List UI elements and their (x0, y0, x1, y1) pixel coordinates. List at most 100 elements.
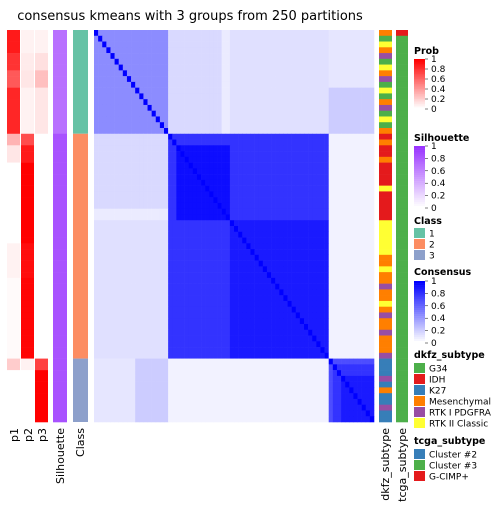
consensus-cell (168, 58, 173, 65)
consensus-cell (365, 214, 371, 221)
consensus-cell (320, 277, 325, 284)
consensus-cell (295, 76, 301, 83)
consensus-cell (196, 370, 202, 377)
consensus-cell (192, 116, 198, 123)
consensus-cell (308, 398, 313, 406)
consensus-cell (168, 341, 173, 348)
consensus-cell (320, 283, 325, 290)
consensus-cell (94, 266, 99, 273)
consensus-cell (320, 341, 325, 348)
prob-cell (7, 139, 20, 146)
consensus-cell (135, 416, 140, 423)
consensus-cell (357, 335, 362, 342)
consensus-cell (139, 318, 144, 325)
consensus-cell (110, 312, 115, 319)
consensus-cell (332, 151, 338, 158)
consensus-cell (164, 300, 169, 308)
consensus-cell (143, 30, 148, 37)
consensus-cell (184, 76, 190, 83)
consensus-cell (106, 162, 111, 169)
consensus-cell (262, 58, 268, 65)
consensus-cell (316, 81, 321, 88)
consensus-cell (98, 295, 103, 302)
silhouette-cell (53, 272, 67, 279)
prob-cell (7, 41, 20, 48)
consensus-cell (365, 53, 371, 60)
consensus-cell (221, 318, 227, 325)
prob-cell (35, 404, 48, 411)
consensus-cell (279, 122, 284, 129)
consensus-cell (328, 416, 334, 423)
consensus-cell (295, 208, 301, 215)
consensus-cell (225, 226, 231, 233)
consensus-cell (361, 335, 367, 342)
consensus-cell (196, 226, 202, 233)
consensus-cell (304, 145, 309, 152)
consensus-cell (312, 329, 317, 336)
consensus-cell (229, 364, 235, 371)
consensus-cell (126, 254, 132, 261)
consensus-cell (176, 156, 181, 163)
consensus-cell (266, 300, 272, 308)
consensus-cell (349, 300, 354, 308)
consensus-cell (122, 404, 128, 411)
tcga-subtype-cell (396, 133, 408, 140)
consensus-cell (295, 260, 301, 267)
consensus-cell (135, 226, 140, 233)
consensus-cell (98, 347, 103, 354)
consensus-cell (345, 122, 350, 129)
consensus-cell (155, 110, 161, 117)
consensus-cell (217, 237, 222, 244)
consensus-cell (229, 398, 235, 406)
consensus-cell (229, 347, 235, 354)
consensus-cell (291, 99, 297, 106)
consensus-cell (291, 295, 297, 302)
consensus-cell (238, 41, 243, 48)
consensus-cell (308, 358, 313, 365)
consensus-cell (217, 381, 222, 388)
consensus-cell (217, 133, 222, 140)
consensus-cell (349, 133, 354, 140)
consensus-cell (201, 139, 206, 146)
consensus-cell (369, 214, 375, 221)
consensus-cell (225, 358, 231, 365)
consensus-cell (164, 260, 169, 267)
consensus-cell (258, 191, 264, 198)
consensus-cell (242, 381, 247, 388)
consensus-cell (184, 277, 190, 284)
consensus-cell (242, 341, 247, 348)
silhouette-cell (53, 122, 67, 129)
consensus-cell (304, 168, 309, 175)
consensus-cell (143, 393, 148, 400)
consensus-cell (164, 35, 169, 42)
consensus-cell (126, 156, 132, 163)
consensus-cell (357, 30, 362, 37)
consensus-cell (192, 266, 198, 273)
silhouette-cell (53, 404, 67, 411)
consensus-cell (332, 254, 338, 261)
consensus-cell (126, 168, 132, 175)
consensus-cell (234, 387, 239, 394)
consensus-cell (262, 381, 268, 388)
tcga-subtype-cell (396, 237, 408, 244)
consensus-cell (312, 387, 317, 394)
consensus-cell (201, 341, 206, 348)
consensus-cell (201, 185, 206, 192)
consensus-cell (118, 260, 124, 267)
consensus-cell (229, 231, 235, 238)
consensus-cell (217, 260, 222, 267)
consensus-cell (151, 30, 157, 37)
class-cell (73, 30, 88, 134)
consensus-cell (135, 324, 140, 331)
consensus-cell (229, 58, 235, 65)
consensus-cell (275, 283, 280, 290)
consensus-cell (308, 312, 313, 319)
consensus-cell (254, 35, 260, 42)
consensus-cell (283, 93, 288, 100)
consensus-cell (328, 87, 334, 94)
consensus-cell (250, 99, 255, 106)
consensus-cell (139, 128, 144, 135)
consensus-cell (201, 410, 206, 417)
consensus-cell (345, 324, 350, 331)
dkfz-subtype-cell (379, 41, 392, 48)
